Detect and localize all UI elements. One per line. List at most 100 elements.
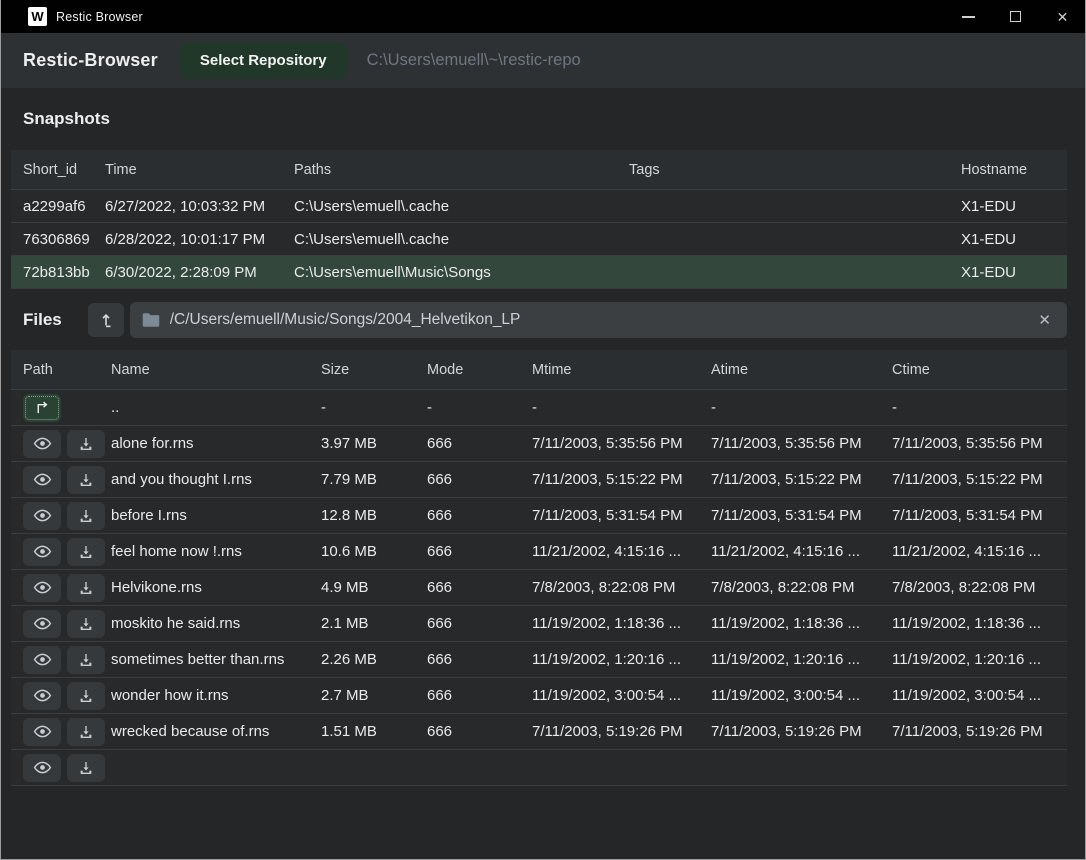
file-mtime: 11/19/2002, 1:18:36 ...	[532, 615, 711, 632]
download-file-button[interactable]	[67, 682, 105, 710]
eye-icon	[33, 652, 52, 667]
eye-icon	[33, 508, 52, 523]
file-mode: 666	[427, 651, 532, 668]
folder-icon	[142, 312, 160, 328]
file-atime: 11/19/2002, 3:00:54 ...	[711, 687, 892, 704]
file-atime: 11/19/2002, 1:20:16 ...	[711, 651, 892, 668]
download-file-button[interactable]	[67, 466, 105, 494]
snapshot-hostname: X1-EDU	[961, 198, 1067, 215]
file-name: moskito he said.rns	[111, 615, 321, 632]
eye-icon	[33, 544, 52, 559]
column-header-paths: Paths	[294, 162, 629, 178]
file-atime: -	[711, 399, 892, 416]
column-header-path: Path	[11, 362, 111, 378]
files-table-header: Path Name Size Mode Mtime Atime Ctime	[11, 350, 1067, 390]
file-row: and you thought I.rns 7.79 MB 666 7/11/2…	[11, 462, 1067, 498]
app-header: Restic-Browser Select Repository C:\User…	[1, 33, 1085, 88]
file-row: sometimes better than.rns 2.26 MB 666 11…	[11, 642, 1067, 678]
eye-icon	[33, 472, 52, 487]
eye-icon	[33, 436, 52, 451]
column-header-name: Name	[111, 362, 321, 378]
file-name: feel home now !.rns	[111, 543, 321, 560]
download-icon	[78, 436, 94, 452]
snapshot-row[interactable]: a2299af6 6/27/2022, 10:03:32 PM C:\Users…	[11, 190, 1067, 223]
download-icon	[78, 508, 94, 524]
file-row: Helvikone.rns 4.9 MB 666 7/8/2003, 8:22:…	[11, 570, 1067, 606]
current-path-input[interactable]: /C/Users/emuell/Music/Songs/2004_Helveti…	[130, 302, 1067, 338]
snapshot-short-id: 76306869	[11, 231, 105, 248]
maximize-button[interactable]	[992, 0, 1039, 33]
snapshot-short-id: a2299af6	[11, 198, 105, 215]
file-atime: 7/11/2003, 5:31:54 PM	[711, 507, 892, 524]
clear-path-button[interactable]: ✕	[1034, 309, 1055, 331]
snapshot-row-selected[interactable]: 72b813bb 6/30/2022, 2:28:09 PM C:\Users\…	[11, 256, 1067, 289]
go-to-root-button[interactable]	[88, 303, 124, 337]
minimize-icon	[962, 16, 975, 18]
column-header-short-id: Short_id	[11, 162, 105, 178]
file-name: wonder how it.rns	[111, 687, 321, 704]
clear-icon: ✕	[1038, 312, 1051, 329]
preview-file-button[interactable]	[23, 574, 61, 602]
column-header-mode: Mode	[427, 362, 532, 378]
file-ctime: 7/11/2003, 5:31:54 PM	[892, 507, 1067, 524]
close-button[interactable]: ✕	[1039, 0, 1086, 33]
file-name: wrecked because of.rns	[111, 723, 321, 740]
download-file-button[interactable]	[67, 538, 105, 566]
file-size: 12.8 MB	[321, 507, 427, 524]
snapshot-paths: C:\Users\emuell\.cache	[294, 231, 629, 248]
download-file-button[interactable]	[67, 754, 105, 782]
file-name: sometimes better than.rns	[111, 651, 321, 668]
file-mtime: 7/11/2003, 5:35:56 PM	[532, 435, 711, 452]
minimize-button[interactable]	[945, 0, 992, 33]
file-atime: 7/11/2003, 5:15:22 PM	[711, 471, 892, 488]
file-mtime: 7/8/2003, 8:22:08 PM	[532, 579, 711, 596]
file-name: alone for.rns	[111, 435, 321, 452]
snapshot-hostname: X1-EDU	[961, 231, 1067, 248]
file-ctime: 7/11/2003, 5:19:26 PM	[892, 723, 1067, 740]
file-ctime: 11/19/2002, 1:18:36 ...	[892, 615, 1067, 632]
file-size: -	[321, 399, 427, 416]
repository-path: C:\Users\emuell\~\restic-repo	[367, 51, 581, 70]
preview-file-button[interactable]	[23, 466, 61, 494]
file-mode: 666	[427, 723, 532, 740]
snapshot-short-id: 72b813bb	[11, 264, 105, 281]
up-level-icon	[97, 311, 115, 329]
file-size: 10.6 MB	[321, 543, 427, 560]
download-file-button[interactable]	[67, 430, 105, 458]
download-file-button[interactable]	[67, 502, 105, 530]
file-mode: 666	[427, 435, 532, 452]
download-file-button[interactable]	[67, 610, 105, 638]
preview-file-button[interactable]	[23, 646, 61, 674]
preview-file-button[interactable]	[23, 718, 61, 746]
download-file-button[interactable]	[67, 718, 105, 746]
open-parent-directory-button[interactable]	[23, 394, 61, 422]
file-row: wrecked because of.rns 1.51 MB 666 7/11/…	[11, 714, 1067, 750]
window-controls: ✕	[945, 0, 1086, 33]
preview-file-button[interactable]	[23, 610, 61, 638]
download-file-button[interactable]	[67, 646, 105, 674]
select-repository-button[interactable]: Select Repository	[180, 42, 347, 79]
file-row: moskito he said.rns 2.1 MB 666 11/19/200…	[11, 606, 1067, 642]
file-ctime: 11/21/2002, 4:15:16 ...	[892, 543, 1067, 560]
file-mtime: 7/11/2003, 5:15:22 PM	[532, 471, 711, 488]
preview-file-button[interactable]	[23, 754, 61, 782]
preview-file-button[interactable]	[23, 502, 61, 530]
eye-icon	[33, 580, 52, 595]
preview-file-button[interactable]	[23, 538, 61, 566]
column-header-atime: Atime	[711, 362, 892, 378]
app-title: Restic-Browser	[23, 50, 158, 71]
snapshot-row[interactable]: 76306869 6/28/2022, 10:01:17 PM C:\Users…	[11, 223, 1067, 256]
download-icon	[78, 472, 94, 488]
download-icon	[78, 760, 94, 776]
file-atime: 7/11/2003, 5:35:56 PM	[711, 435, 892, 452]
file-ctime: 7/11/2003, 5:35:56 PM	[892, 435, 1067, 452]
file-size: 2.26 MB	[321, 651, 427, 668]
eye-icon	[33, 724, 52, 739]
download-file-button[interactable]	[67, 574, 105, 602]
preview-file-button[interactable]	[23, 430, 61, 458]
file-name: Helvikone.rns	[111, 579, 321, 596]
eye-icon	[33, 688, 52, 703]
snapshot-paths: C:\Users\emuell\.cache	[294, 198, 629, 215]
preview-file-button[interactable]	[23, 682, 61, 710]
current-path-value: /C/Users/emuell/Music/Songs/2004_Helveti…	[170, 311, 521, 329]
